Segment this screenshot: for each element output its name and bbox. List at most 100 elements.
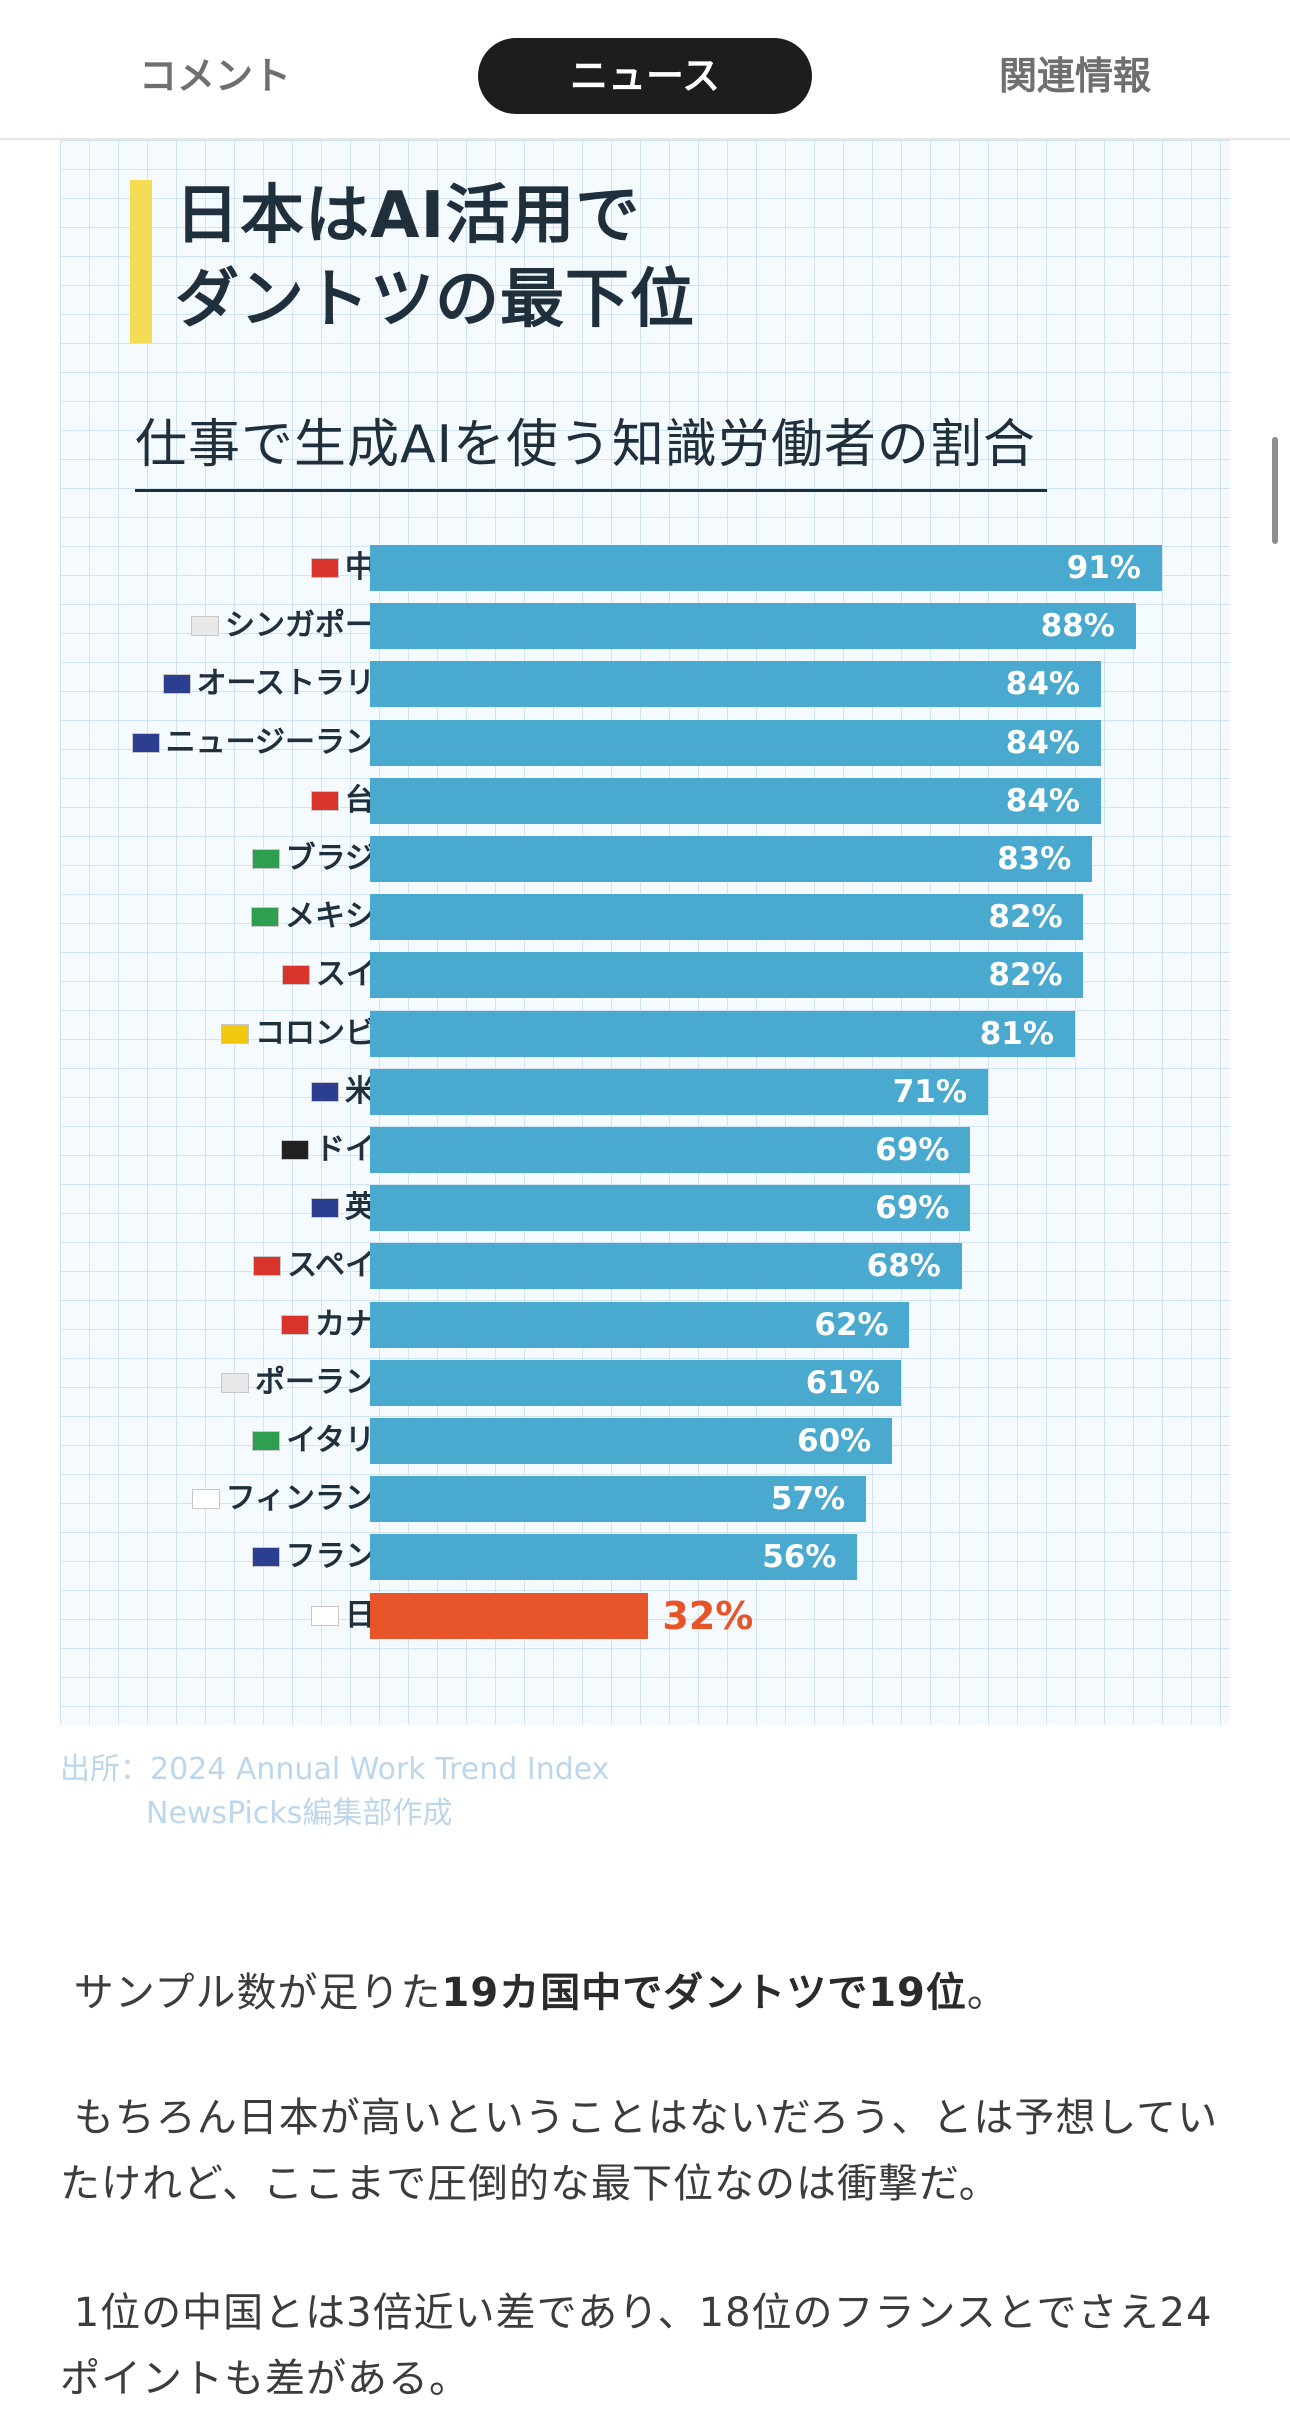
bar bbox=[370, 719, 1101, 766]
bar-value-label: 71% bbox=[892, 1073, 967, 1110]
flag-icon bbox=[191, 616, 219, 637]
bar bbox=[370, 952, 1084, 999]
bar-value-label: 69% bbox=[875, 1190, 950, 1227]
bar-value-label: 60% bbox=[797, 1423, 872, 1459]
article-paragraph-3: 1位の中国とは3倍近い差であり、18位のフランスとでさえ24ポイントも差がある。 bbox=[60, 2280, 1230, 2412]
flag-icon bbox=[253, 1256, 282, 1277]
flag-icon bbox=[281, 965, 310, 986]
tab-comments[interactable]: コメント bbox=[138, 54, 291, 98]
flag-icon bbox=[311, 790, 339, 811]
bar bbox=[370, 1359, 901, 1406]
chart-title: 仕事で生成AIを使う知識労働者の割合 bbox=[135, 402, 1047, 492]
country-label: シンガポール bbox=[80, 603, 405, 649]
bar-value-label: 81% bbox=[979, 1015, 1054, 1052]
country-label: 日本 bbox=[80, 1593, 405, 1639]
bar-value-label: 84% bbox=[1005, 666, 1080, 703]
bar bbox=[370, 1068, 988, 1115]
bar-value-label: 91% bbox=[1066, 550, 1141, 586]
paragraph-1-bold: 19カ国中でダントツで19位 bbox=[441, 1970, 967, 2016]
country-label: ドイツ bbox=[80, 1127, 405, 1173]
bar bbox=[370, 661, 1101, 708]
flag-icon bbox=[251, 907, 279, 928]
bar-value-label: 68% bbox=[866, 1248, 941, 1285]
source-line-1: 出所：2024 Annual Work Trend Index bbox=[60, 1752, 610, 1787]
bar bbox=[370, 1301, 910, 1348]
country-label: 中国 bbox=[80, 545, 405, 591]
bar bbox=[370, 777, 1101, 824]
bar bbox=[370, 1418, 892, 1464]
article-paragraph-1: サンプル数が足りた19カ国中でダントツで19位。 bbox=[60, 1960, 1230, 2026]
bar-value-label: 83% bbox=[997, 841, 1072, 877]
bar-value-label: 84% bbox=[1005, 782, 1080, 819]
paragraph-3-text: 1位の中国とは3倍近い差であり、18位のフランスとでさえ24ポイントも差がある。 bbox=[60, 2290, 1213, 2402]
country-label: スイス bbox=[80, 952, 405, 998]
tab-bar: コメント ニュース 関連情報 bbox=[0, 0, 1290, 140]
article-paragraph-2: もちろん日本が高いということはないだろう、とは予想していたけれど、ここまで圧倒的… bbox=[60, 2085, 1230, 2217]
flag-icon bbox=[162, 674, 191, 695]
bar bbox=[370, 1534, 858, 1581]
paragraph-2-text: もちろん日本が高いということはないだろう、とは予想していたけれど、ここまで圧倒的… bbox=[60, 2095, 1219, 2207]
country-label: スペイン bbox=[80, 1243, 405, 1289]
bar bbox=[370, 1476, 866, 1523]
country-label: 米国 bbox=[80, 1069, 405, 1115]
chart-source: 出所：2024 Annual Work Trend Index NewsPick… bbox=[60, 1748, 609, 1836]
bar-value-label: 62% bbox=[814, 1306, 889, 1343]
bar bbox=[370, 836, 1093, 882]
headline-line-1: 日本はAI活用で bbox=[175, 179, 641, 253]
country-label: コロンビア bbox=[80, 1011, 405, 1057]
country-label: 台湾 bbox=[80, 778, 405, 824]
bar-value-label: 82% bbox=[988, 957, 1063, 994]
country-label: メキシコ bbox=[80, 894, 405, 940]
country-label: イタリア bbox=[80, 1418, 405, 1464]
infographic-headline: 日本はAI活用で ダントツの最下位 bbox=[175, 174, 695, 342]
infographic-panel: 日本はAI活用で ダントツの最下位 仕事で生成AIを使う知識労働者の割合 中国 9… bbox=[60, 140, 1230, 1725]
flag-icon bbox=[311, 1605, 339, 1626]
flag-icon bbox=[221, 1372, 249, 1393]
bar-value-label: 57% bbox=[770, 1481, 846, 1518]
bar-value-label: 69% bbox=[875, 1132, 950, 1168]
flag-icon bbox=[311, 1198, 339, 1219]
bar-value-label: 88% bbox=[1040, 608, 1115, 645]
bar bbox=[370, 603, 1136, 650]
bar bbox=[370, 545, 1162, 591]
flag-icon bbox=[251, 1547, 280, 1568]
bar bbox=[370, 1592, 649, 1639]
headline-accent-bar bbox=[130, 180, 152, 343]
flag-icon bbox=[311, 558, 339, 578]
bar-value-label: 82% bbox=[988, 899, 1063, 936]
flag-icon bbox=[131, 732, 160, 753]
flag-icon bbox=[251, 849, 280, 869]
bar bbox=[370, 1243, 962, 1290]
country-label: ニュージーランド bbox=[80, 720, 405, 766]
flag-icon bbox=[281, 1140, 309, 1160]
bar bbox=[370, 894, 1084, 941]
headline-line-2: ダントツの最下位 bbox=[175, 263, 695, 337]
country-label: オーストラリア bbox=[80, 661, 405, 707]
paragraph-1-end: 。 bbox=[966, 1970, 1008, 2016]
flag-icon bbox=[252, 1431, 281, 1451]
bar bbox=[370, 1010, 1075, 1057]
flag-icon bbox=[281, 1314, 309, 1335]
country-label: 英国 bbox=[80, 1185, 405, 1231]
scrollbar[interactable] bbox=[1272, 437, 1278, 544]
country-label: カナダ bbox=[80, 1302, 405, 1348]
country-label: ブラジル bbox=[80, 836, 405, 882]
country-name: ニュージーランド bbox=[165, 724, 405, 760]
flag-icon bbox=[311, 1081, 339, 1102]
bar-value-label: 84% bbox=[1005, 724, 1080, 761]
bar bbox=[370, 1185, 971, 1232]
country-label: フィンランド bbox=[80, 1476, 405, 1522]
paragraph-1-text: サンプル数が足りた bbox=[73, 1970, 442, 2016]
bar-value-label: 56% bbox=[762, 1539, 837, 1576]
bar bbox=[370, 1127, 971, 1173]
tab-news[interactable]: ニュース bbox=[478, 38, 812, 114]
country-label: ポーランド bbox=[80, 1360, 405, 1406]
tab-related-info[interactable]: 関連情報 bbox=[998, 54, 1151, 98]
flag-icon bbox=[191, 1489, 220, 1510]
bar-chart: 中国 91% シンガポール 88% オーストラリア 84% ニュージーランド 84% 台湾 84%… bbox=[60, 140, 1230, 1725]
source-line-2: NewsPicks編集部作成 bbox=[146, 1796, 453, 1831]
bar-value-label: 61% bbox=[805, 1364, 880, 1401]
bar-value-label: 32% bbox=[662, 1593, 754, 1638]
flag-icon bbox=[221, 1023, 249, 1044]
country-label: フランス bbox=[80, 1534, 405, 1580]
